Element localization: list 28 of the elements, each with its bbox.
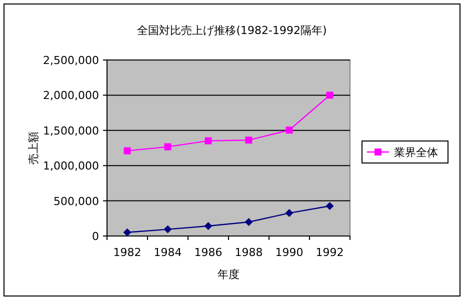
chart-title: 全国対比売上げ推移(1982-1992隔年) — [137, 24, 327, 37]
point — [326, 202, 334, 210]
y-tick-label: 2,500,000 — [43, 54, 99, 67]
y-tick-label: 0 — [92, 230, 99, 243]
point — [164, 225, 172, 234]
point — [124, 147, 131, 154]
point — [204, 137, 212, 144]
point — [164, 143, 172, 150]
point — [123, 228, 132, 236]
x-axis-title: 年度 — [218, 268, 240, 281]
y-tick-label: 2,000,000 — [43, 89, 99, 102]
x-tick-label: 1984 — [154, 246, 182, 259]
point — [285, 209, 294, 218]
y-axis-title: 売上額 — [27, 132, 40, 164]
x-tick-label: 1986 — [194, 246, 222, 259]
x-tick-label: 1990 — [275, 246, 304, 259]
y-tick-label: 1,500,000 — [43, 124, 99, 138]
point — [204, 222, 212, 230]
x-tick-label: 1988 — [234, 246, 263, 259]
point — [326, 92, 334, 99]
y-tick-label: 500,000 — [54, 194, 99, 208]
point — [245, 136, 252, 144]
point — [286, 126, 293, 134]
y-tick-label: 1,000,000 — [43, 160, 99, 173]
x-tick-label: 1982 — [113, 246, 142, 259]
point — [244, 218, 253, 226]
legend-label: 業界全体 — [394, 146, 438, 159]
x-tick-label: 1992 — [316, 246, 344, 259]
